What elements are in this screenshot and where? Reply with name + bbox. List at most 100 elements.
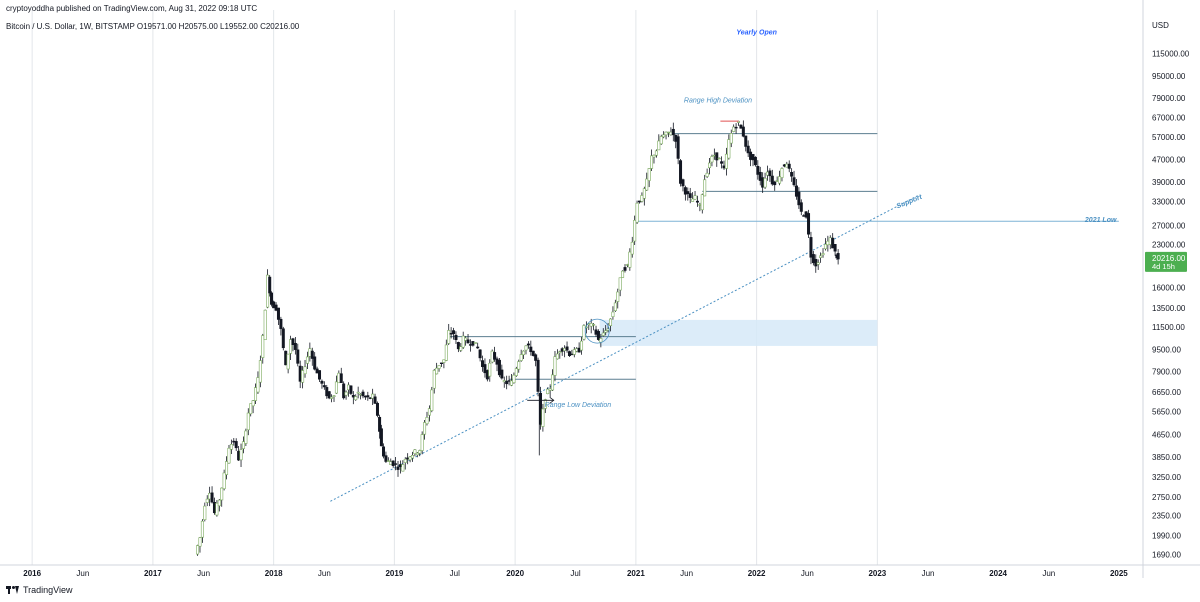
candle-body [715,152,719,161]
time-tick-label: Jun [1042,569,1055,578]
candle-body [315,368,319,374]
candle [635,200,639,225]
candle [384,451,388,464]
candle-body [582,325,586,340]
candle [794,179,798,200]
candle [582,324,586,341]
candle-body [284,350,288,366]
candle-body [452,330,456,335]
candle-body [577,347,581,353]
candle-body [807,213,811,235]
candle [676,133,680,165]
candle [637,200,641,204]
candle [220,487,224,507]
candle [734,123,738,134]
candle [430,386,434,413]
candle-body [196,545,200,555]
candle [379,424,383,447]
candle [773,180,777,191]
candle-body [543,399,547,409]
candle [664,131,668,140]
candle [437,365,441,372]
candle-body [642,188,646,199]
candle [305,351,309,370]
candle-body [724,153,728,169]
candle-body [553,356,557,376]
candle [254,383,258,404]
candle [420,431,424,455]
time-tick-label: Jun [922,569,935,578]
support-trendline [330,194,920,502]
candle [708,157,712,175]
candle [691,192,695,202]
candle [512,372,516,384]
candle [623,264,627,273]
candle [447,323,451,346]
candle-body [382,446,386,457]
candle-body [384,455,388,462]
candle-body [814,259,818,267]
price-tick-label: 5650.00 [1152,407,1181,416]
candle [217,498,221,512]
time-tick-label: Jun [76,569,89,578]
candle-body [541,408,545,427]
candle [712,148,716,160]
candle-body [514,368,518,376]
candle [669,127,673,136]
candle [261,333,265,364]
candle-body [637,200,641,203]
candle [263,309,267,341]
candle-body [298,365,302,382]
candle-body [359,393,363,396]
candle-body [217,499,221,507]
candle-body [488,362,492,377]
candle-body [645,178,649,191]
candle [198,537,202,553]
candle-body [700,194,704,211]
candle-body [423,422,427,435]
candle-body [751,154,755,161]
candle [577,342,581,353]
candle-body [756,165,760,175]
candle-body [778,176,782,184]
price-tick-label: 115000.00 [1152,49,1190,58]
candle-body [821,253,825,256]
candle-body [683,187,687,195]
candle-body [368,397,372,399]
annotation-label: 2021 Low [1084,217,1117,224]
candle-body [449,333,453,335]
price-tick-label: 3250.00 [1152,473,1181,482]
candle-body [361,391,365,397]
candle [408,456,412,463]
candle-body [836,253,840,260]
candle [662,131,666,139]
candle [729,129,733,148]
price-tick-label: 67000.00 [1152,114,1186,123]
candle [780,167,784,182]
candle [746,140,750,157]
candle [633,215,637,246]
candle-body [657,140,661,151]
candle [281,326,285,351]
candle [334,375,338,394]
tradingview-footer[interactable]: TradingView [6,585,73,595]
candle-body [435,367,439,375]
time-tick-label: 2025 [1110,569,1128,578]
candle-body [727,139,731,159]
deviation-arrow-head [549,396,555,404]
candle [464,336,468,346]
candle-body [787,163,791,169]
candle-body [746,145,750,154]
candle-body [464,337,468,341]
candle [389,458,393,465]
candle [322,381,326,390]
candle [303,360,307,378]
candle-body [200,520,204,538]
time-tick-label: 2017 [144,569,162,578]
candle-body [254,387,258,401]
price-tick-label: 47000.00 [1152,156,1186,165]
annotation-label: Range Low Deviation [545,402,612,409]
candle-body [246,412,250,431]
candle [621,270,625,278]
